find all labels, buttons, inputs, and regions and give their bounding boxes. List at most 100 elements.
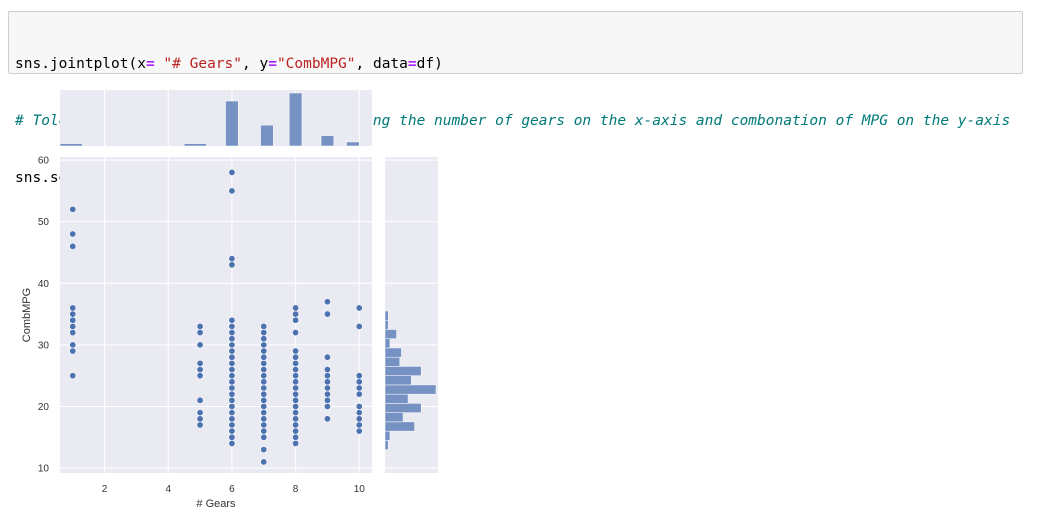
data-point: [292, 402, 300, 410]
marginal-y-bar: [384, 430, 391, 441]
y-tick-label: 10: [38, 464, 50, 475]
data-point: [323, 372, 331, 380]
data-point: [355, 384, 363, 392]
data-point: [260, 446, 268, 454]
marginal-y-bar: [384, 338, 391, 349]
data-point: [228, 347, 236, 355]
data-point: [69, 304, 77, 312]
data-point: [292, 353, 300, 361]
scatter-panel: 2 4 6 8 10 10 20 30 40 50 60: [38, 156, 372, 495]
data-point: [260, 458, 268, 466]
data-point: [292, 433, 300, 441]
data-point: [69, 329, 77, 337]
y-tick-label: 50: [38, 217, 50, 228]
data-point: [292, 427, 300, 435]
data-point: [292, 366, 300, 374]
data-point: [196, 329, 204, 337]
y-tick-label: 30: [38, 340, 50, 351]
marginal-x-bar: [346, 141, 360, 147]
y-tick-label: 60: [38, 156, 50, 167]
data-point: [196, 359, 204, 367]
data-point: [260, 335, 268, 343]
data-point: [260, 372, 268, 380]
data-point: [355, 415, 363, 423]
code-string: "# Gears": [163, 56, 242, 72]
code-token: , y: [242, 56, 269, 72]
data-point: [355, 427, 363, 435]
data-point: [228, 433, 236, 441]
marginal-y-bar: [384, 347, 402, 358]
data-point: [260, 329, 268, 337]
code-operator: =: [407, 56, 417, 72]
data-point: [355, 322, 363, 330]
data-point: [69, 205, 77, 213]
data-point: [69, 341, 77, 349]
data-point: [292, 409, 300, 417]
x-tick-label: 8: [293, 484, 299, 495]
data-point: [228, 421, 236, 429]
data-point: [292, 396, 300, 404]
marginal-y-bar: [384, 403, 422, 413]
data-point: [228, 378, 236, 386]
data-point: [355, 378, 363, 386]
data-point: [228, 396, 236, 404]
data-point: [196, 396, 204, 404]
y-axis-label: CombMPG: [21, 288, 33, 342]
data-point: [228, 335, 236, 343]
data-point: [196, 322, 204, 330]
data-point: [323, 384, 331, 392]
data-point: [196, 421, 204, 429]
data-point: [228, 384, 236, 392]
data-point: [292, 439, 300, 447]
data-point: [355, 304, 363, 312]
data-point: [323, 415, 331, 423]
data-point: [323, 378, 331, 386]
data-point: [323, 390, 331, 398]
marginal-y-bar: [384, 310, 389, 321]
data-point: [69, 310, 77, 318]
data-point: [323, 298, 331, 306]
data-point: [228, 353, 236, 361]
data-point: [228, 187, 236, 195]
data-point: [69, 322, 77, 330]
data-point: [260, 347, 268, 355]
data-point: [323, 396, 331, 404]
marginal-y-bar: [384, 440, 389, 450]
data-point: [228, 366, 236, 374]
marginal-x-bar: [260, 124, 274, 147]
data-point: [228, 415, 236, 423]
data-point: [228, 427, 236, 435]
marginal-y-bar: [384, 375, 412, 386]
x-tick-label: 10: [354, 484, 366, 495]
data-point: [292, 347, 300, 355]
data-point: [292, 329, 300, 337]
code-string: "CombMPG": [276, 56, 356, 72]
scatter-background: [60, 157, 372, 473]
marginal-y-bar: [384, 356, 401, 367]
data-point: [228, 409, 236, 417]
code-operator: =: [145, 56, 155, 72]
data-point: [228, 390, 236, 398]
data-point: [260, 384, 268, 392]
data-point: [260, 390, 268, 398]
y-tick-label: 40: [38, 279, 50, 290]
marginal-y-bar: [384, 329, 397, 339]
data-point: [260, 415, 268, 423]
data-point: [260, 378, 268, 386]
data-point: [260, 359, 268, 367]
data-point: [69, 242, 77, 250]
data-point: [355, 390, 363, 398]
data-point: [260, 353, 268, 361]
marginal-y-bar: [384, 366, 422, 376]
code-operator: =: [268, 56, 277, 72]
data-point: [196, 366, 204, 374]
y-tick-label: 20: [38, 402, 50, 413]
data-point: [260, 409, 268, 417]
marginal-x-bar: [225, 100, 239, 147]
data-point: [355, 421, 363, 429]
data-point: [69, 372, 77, 380]
data-point: [69, 347, 77, 355]
data-point: [292, 421, 300, 429]
data-point: [260, 322, 268, 330]
